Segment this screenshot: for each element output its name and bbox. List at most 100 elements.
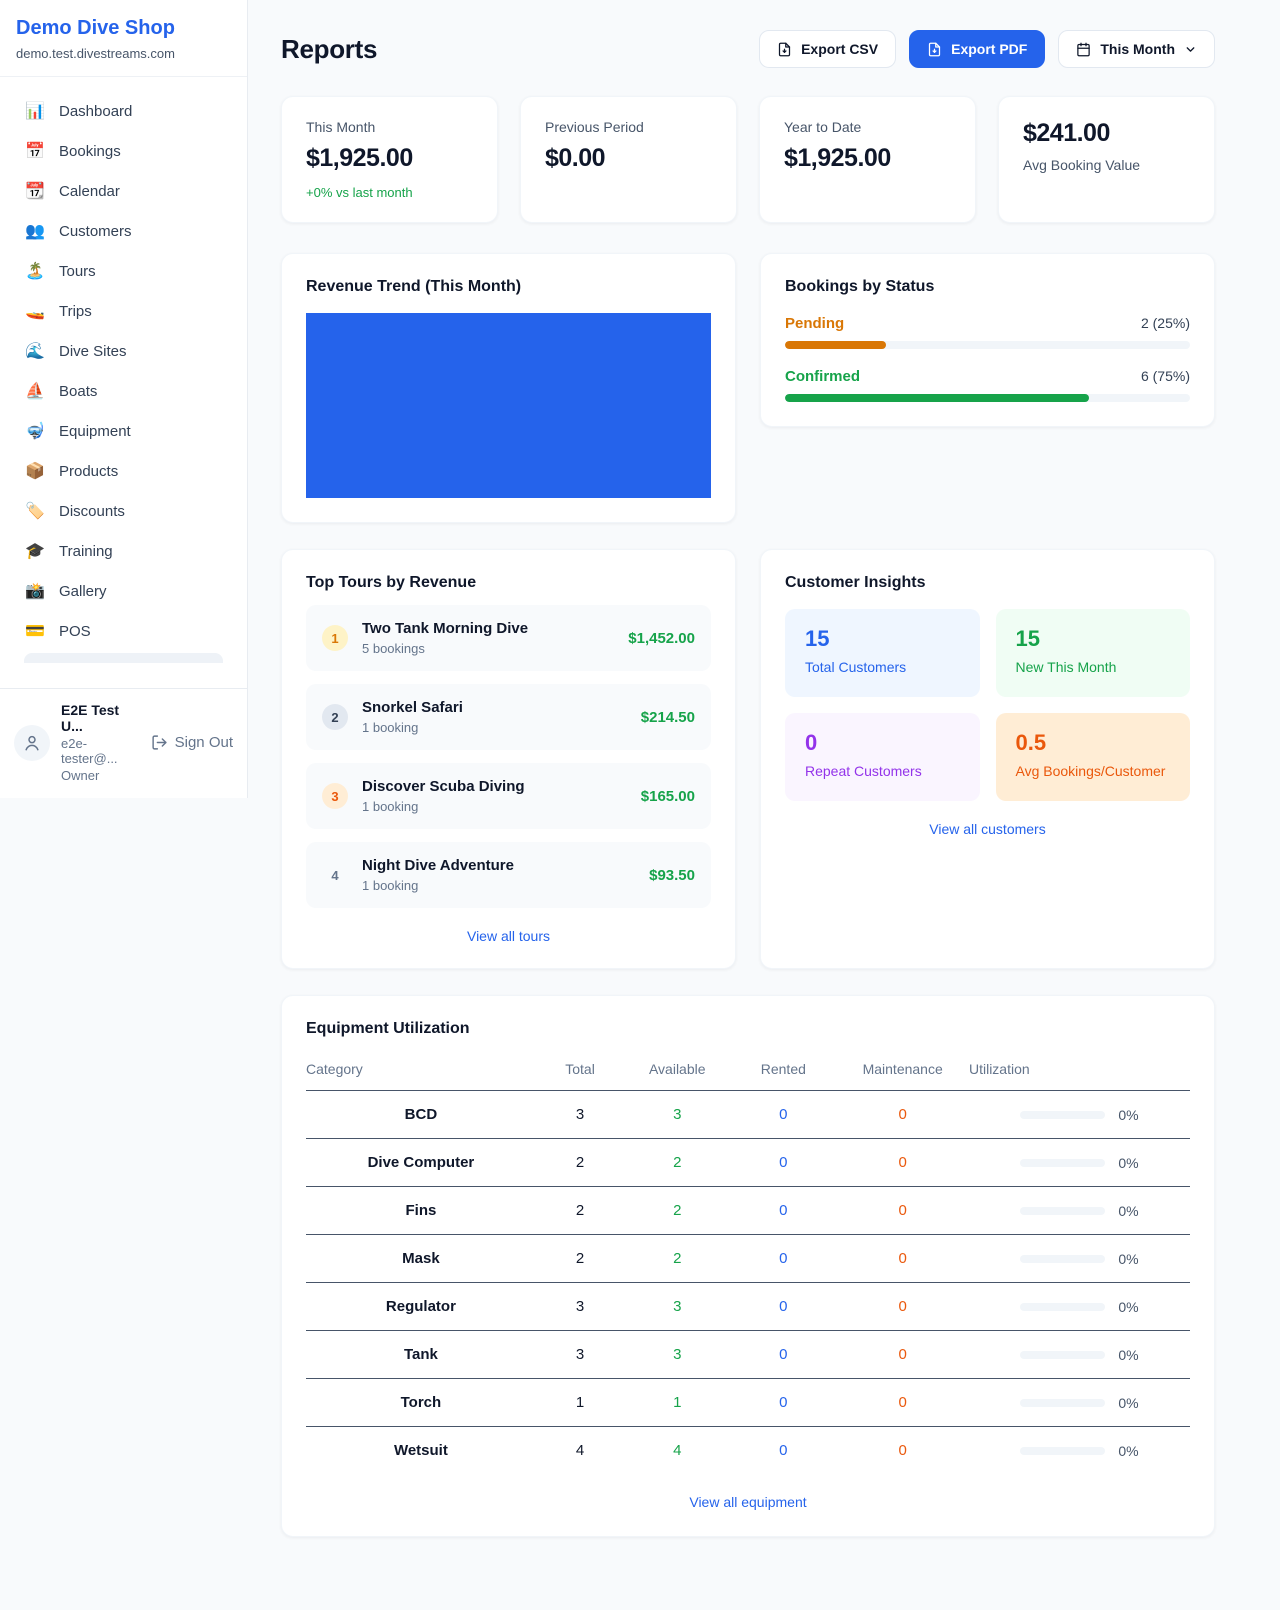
top-tours-card: Top Tours by Revenue 1 Two Tank Morning …	[281, 549, 736, 969]
sidebar-item-trips[interactable]: 🚤 Trips	[12, 291, 235, 331]
table-row: Torch 1 1 0 0 0%	[306, 1378, 1190, 1427]
status-count: 2 (25%)	[1140, 315, 1190, 331]
calendar-icon: 📆	[25, 183, 45, 200]
dive-sites-icon: 🌊	[25, 343, 45, 360]
cell-utilization: 0%	[968, 1234, 1190, 1283]
stat-label: Avg Booking Value	[1023, 157, 1141, 173]
sign-out-button[interactable]: Sign Out	[151, 734, 233, 751]
utilization-bar	[1020, 1399, 1106, 1407]
sidebar-item-pos[interactable]: 💳 POS	[12, 611, 235, 651]
rank-badge: 3	[322, 783, 348, 809]
sidebar-item-equipment[interactable]: 🤿 Equipment	[12, 411, 235, 451]
view-all-tours-link[interactable]: View all tours	[466, 928, 550, 944]
status-bar-fill	[785, 341, 887, 349]
cell-utilization: 0%	[968, 1378, 1190, 1427]
top-tours-title: Top Tours by Revenue	[306, 574, 477, 591]
column-header: Category	[306, 1051, 536, 1091]
pos-icon: 💳	[25, 623, 45, 640]
calendar-icon	[1077, 42, 1091, 56]
cell-total: 2	[535, 1234, 625, 1283]
status-label: Confirmed	[785, 368, 860, 385]
sidebar-item-label: Customers	[59, 222, 132, 240]
sidebar-item-bookings[interactable]: 📅 Bookings	[12, 131, 235, 171]
dashboard-icon: 📊	[25, 103, 45, 120]
cell-category: Wetsuit	[393, 1442, 448, 1459]
list-item: 4 Night Dive Adventure 1 booking $93.50	[306, 842, 711, 908]
cell-rented: 0	[730, 1138, 837, 1187]
user-meta: E2E Test U... e2e-tester@... Owner	[61, 702, 140, 783]
sidebar-item-label: Discounts	[59, 502, 125, 520]
status-row-pending: Pending 2 (25%)	[785, 315, 1190, 349]
equipment-utilization-card: Equipment Utilization Category Total Ava…	[281, 995, 1215, 1537]
tour-revenue: $165.00	[640, 787, 695, 805]
sidebar-item-training[interactable]: 🎓 Training	[12, 531, 235, 571]
cell-maintenance: 0	[836, 1378, 969, 1427]
sidebar-item-tours[interactable]: 🏝️ Tours	[12, 251, 235, 291]
sidebar-item-boats[interactable]: ⛵ Boats	[12, 371, 235, 411]
utilization-pct: 0%	[1118, 1299, 1139, 1315]
cell-available: 2	[624, 1138, 731, 1187]
header-actions: Export CSV Export PDF This Month	[759, 30, 1215, 68]
sidebar-item-dashboard[interactable]: 📊 Dashboard	[12, 91, 235, 131]
tour-bookings: 1 booking	[362, 799, 419, 814]
view-all-equipment-link[interactable]: View all equipment	[689, 1494, 807, 1510]
cell-rented: 0	[779, 1442, 788, 1459]
gallery-icon: 📸	[25, 583, 45, 600]
sidebar-item-reports-partial[interactable]	[24, 653, 223, 663]
cell-total: 1	[535, 1378, 625, 1427]
tile-label: Repeat Customers	[805, 763, 922, 779]
row-revenue-status: Revenue Trend (This Month) Bookings by S…	[281, 253, 1215, 523]
stat-value: $1,925.00	[784, 144, 891, 172]
cell-available: 3	[624, 1090, 731, 1139]
sidebar-item-label: Equipment	[59, 422, 131, 440]
utilization-pct: 0%	[1118, 1155, 1139, 1171]
person-icon	[25, 735, 39, 750]
stat-value: $241.00	[1023, 119, 1110, 147]
view-all-customers-link[interactable]: View all customers	[929, 821, 1046, 837]
utilization-bar	[1020, 1111, 1106, 1119]
revenue-trend-card: Revenue Trend (This Month)	[281, 253, 736, 523]
insight-tile-avg-bookings: 0.5 Avg Bookings/Customer	[995, 713, 1190, 801]
sidebar-item-customers[interactable]: 👥 Customers	[12, 211, 235, 251]
cell-category: Fins	[306, 1186, 536, 1235]
tile-value: 0	[805, 730, 818, 755]
stats-row: This Month $1,925.00 +0% vs last month P…	[281, 96, 1215, 223]
list-item: 1 Two Tank Morning Dive 5 bookings $1,45…	[306, 605, 711, 671]
cell-category: Regulator	[306, 1282, 536, 1331]
sidebar-item-calendar[interactable]: 📆 Calendar	[12, 171, 235, 211]
cell-utilization: 0%	[969, 1427, 1190, 1475]
stat-card-year-to-date: Year to Date $1,925.00	[759, 96, 976, 223]
cell-category: Torch	[306, 1378, 536, 1427]
rank-badge: 4	[331, 867, 339, 883]
cell-maintenance: 0	[836, 1282, 969, 1331]
boats-icon: ⛵	[25, 383, 45, 400]
bookings-by-status-card: Bookings by Status Pending 2 (25%) Confi…	[760, 253, 1215, 427]
sidebar-item-label: Bookings	[59, 142, 121, 160]
export-pdf-button[interactable]: Export PDF	[909, 30, 1046, 68]
table-row: Wetsuit 4 4 0 0 0%	[306, 1427, 1190, 1475]
period-select[interactable]: This Month	[1058, 30, 1215, 68]
sidebar-item-gallery[interactable]: 📸 Gallery	[12, 571, 235, 611]
sidebar-item-label: Trips	[59, 302, 92, 320]
table-row: Regulator 3 3 0 0 0%	[306, 1282, 1190, 1331]
status-bar-fill	[785, 394, 1089, 402]
sidebar-item-discounts[interactable]: 🏷️ Discounts	[12, 491, 235, 531]
stat-card-avg-booking-value: $241.00 Avg Booking Value	[998, 96, 1215, 223]
status-count: 6 (75%)	[1140, 368, 1190, 384]
sidebar-item-dive-sites[interactable]: 🌊 Dive Sites	[12, 331, 235, 371]
tile-value: 15	[805, 626, 830, 651]
table-row: BCD 3 3 0 0 0%	[306, 1090, 1190, 1139]
customers-icon: 👥	[25, 223, 45, 240]
sidebar-item-label: Dive Sites	[59, 342, 127, 360]
export-csv-button[interactable]: Export CSV	[759, 30, 897, 68]
sidebar-nav: 📊 Dashboard 📅 Bookings 📆 Calendar 👥 Cust…	[0, 77, 247, 663]
sidebar-item-products[interactable]: 📦 Products	[12, 451, 235, 491]
sidebar-item-label: Tours	[59, 262, 96, 280]
insight-tile-new-this-month: 15 New This Month	[995, 609, 1190, 697]
cell-available: 3	[624, 1282, 731, 1331]
cell-maintenance: 0	[836, 1186, 969, 1235]
tour-name: Discover Scuba Diving	[362, 778, 525, 795]
utilization-bar	[1020, 1207, 1106, 1215]
cell-rented: 0	[730, 1282, 837, 1331]
cell-maintenance: 0	[898, 1442, 907, 1459]
